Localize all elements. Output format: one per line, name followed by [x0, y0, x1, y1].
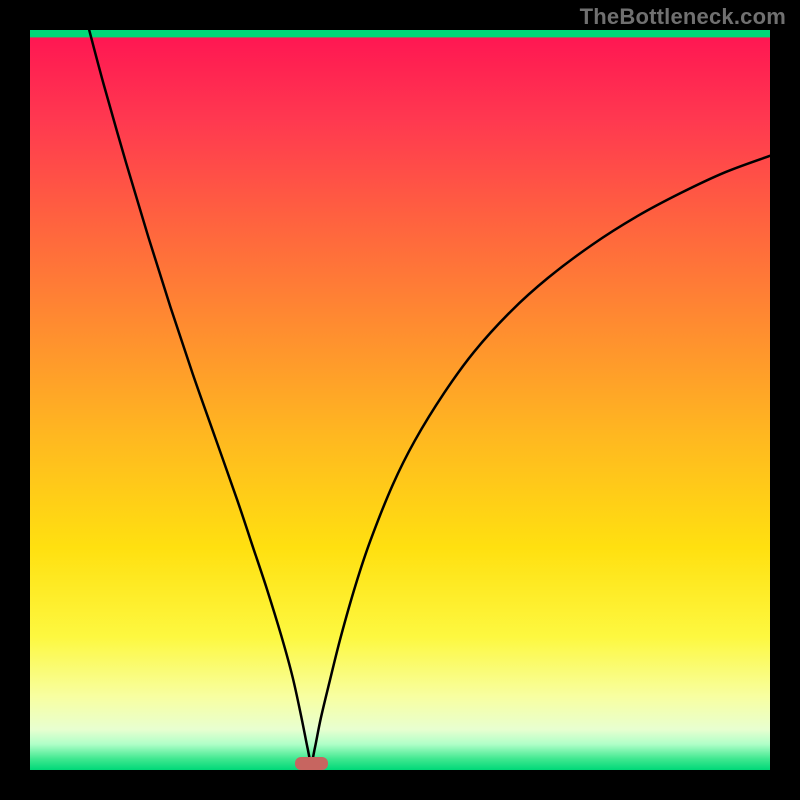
gradient-background — [30, 30, 770, 770]
minimum-marker — [295, 757, 328, 770]
plot-area — [30, 30, 770, 770]
watermark-text: TheBottleneck.com — [580, 4, 786, 30]
green-bottom-bar — [30, 30, 770, 37]
chart-frame: TheBottleneck.com — [0, 0, 800, 800]
chart-svg — [30, 30, 770, 770]
